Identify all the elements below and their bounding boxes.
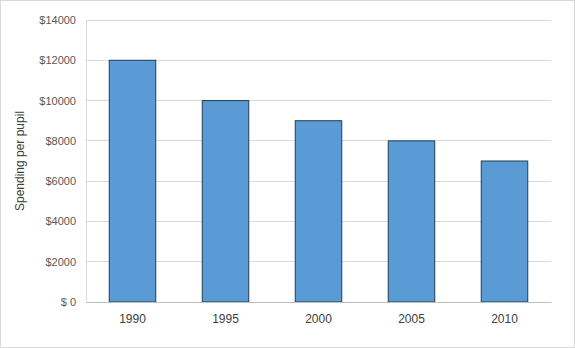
y-tick-label: $8000	[45, 135, 76, 147]
x-tick-label: 1995	[212, 312, 239, 326]
y-tick: $4000	[45, 215, 86, 227]
y-tick-label: $12000	[39, 54, 76, 66]
plot: $ 0 $2000 $4000 $6000 $8000 $10000 $12000 $1400…	[39, 14, 551, 326]
y-tick: $6000	[45, 175, 86, 187]
x-tick-label: 2005	[398, 312, 425, 326]
x-tick-label: 2010	[491, 312, 518, 326]
bar	[202, 101, 249, 302]
x-axis: 1990 1995 2000 2005 2010	[87, 303, 552, 326]
x-axis-line	[87, 302, 552, 303]
x-tick: 2005	[398, 312, 425, 326]
grid-line	[86, 20, 551, 21]
y-tick: $10000	[39, 95, 86, 107]
x-tick: 2000	[305, 312, 332, 326]
y-axis-title: Spending per pupil	[13, 111, 27, 211]
x-tick-label: 1990	[119, 312, 146, 326]
grid	[86, 20, 551, 302]
y-tick: $2000	[45, 256, 86, 268]
x-tick-label: 2000	[305, 312, 332, 326]
x-tick: 1995	[212, 312, 239, 326]
y-tick: $ 0	[61, 296, 86, 308]
bar	[109, 60, 156, 302]
bar	[388, 141, 435, 302]
y-tick-label: $2000	[45, 256, 76, 268]
y-tick: $8000	[45, 135, 86, 147]
y-tick-label: $14000	[39, 14, 76, 26]
y-tick: $12000	[39, 54, 86, 66]
y-axis-line	[86, 21, 87, 303]
y-tick-label: $4000	[45, 215, 76, 227]
y-tick: $14000	[39, 14, 86, 26]
bar	[481, 161, 528, 302]
chart: $ 0 $2000 $4000 $6000 $8000 $10000 $12000 $1400…	[0, 0, 575, 348]
x-tick: 1990	[119, 312, 146, 326]
y-axis: $ 0 $2000 $4000 $6000 $8000 $10000 $12000 $1400…	[39, 14, 86, 308]
bar	[295, 121, 342, 302]
x-tick: 2010	[491, 312, 518, 326]
y-tick-label: $10000	[39, 95, 76, 107]
y-tick-label: $ 0	[61, 296, 76, 308]
chart-frame	[1, 1, 575, 348]
bars	[109, 60, 528, 302]
y-tick-label: $6000	[45, 175, 76, 187]
